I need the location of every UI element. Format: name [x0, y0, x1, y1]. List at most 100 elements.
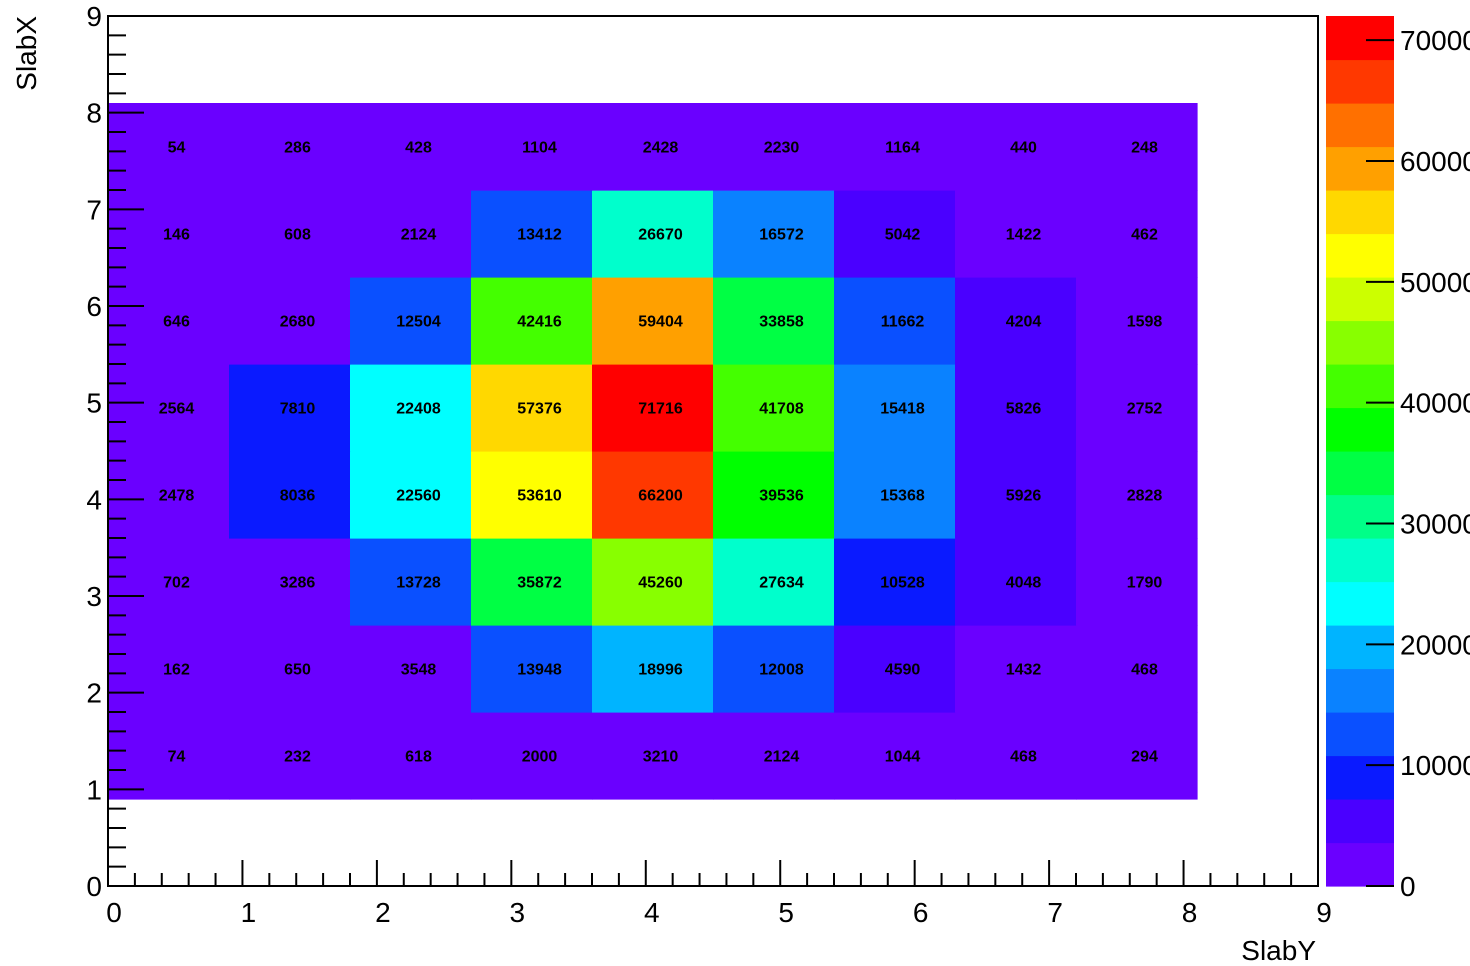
colorbar-tick-label: 10000	[1400, 750, 1470, 781]
heatmap-cell-value: 2478	[159, 488, 195, 505]
heatmap-cell-value: 35872	[517, 575, 562, 592]
heatmap-cell-value: 5042	[885, 227, 921, 244]
heatmap-cell	[229, 712, 351, 800]
heatmap-cell-value: 2000	[522, 749, 558, 766]
heatmap-cell	[471, 364, 593, 452]
heatmap-cell	[229, 538, 351, 626]
colorbar-swatch	[1326, 494, 1394, 539]
heatmap-cell	[834, 103, 956, 191]
heatmap-cell	[108, 451, 230, 539]
colorbar-tick-label: 70000	[1400, 25, 1470, 56]
heatmap-cell	[592, 538, 714, 626]
heatmap-cell	[834, 277, 956, 365]
heatmap-cell	[955, 538, 1077, 626]
heatmap-cell	[350, 538, 472, 626]
heatmap-cell-value: 22560	[396, 488, 441, 505]
heatmap-cell	[955, 625, 1077, 713]
heatmap-cell	[471, 625, 593, 713]
colorbar-swatch	[1326, 799, 1394, 844]
heatmap-cell	[350, 451, 472, 539]
colorbar-tick-labels: 0 10000 20000 30000 40000 50000 60000 70000	[1400, 25, 1470, 902]
heatmap-cell	[229, 103, 351, 191]
heatmap-cell	[229, 190, 351, 278]
y-tick-label: 3	[86, 581, 102, 612]
heatmap-cell	[471, 103, 593, 191]
heatmap-cell	[713, 103, 835, 191]
heatmap-cell-value: 650	[284, 662, 311, 679]
colorbar-swatch	[1326, 320, 1394, 365]
x-axis-title: SlabY	[1241, 935, 1316, 966]
heatmap-cell	[955, 451, 1077, 539]
heatmap-cell-value: 702	[163, 575, 190, 592]
heatmap-cell-value: 468	[1131, 662, 1158, 679]
heatmap-cell	[713, 277, 835, 365]
heatmap-cell	[834, 538, 956, 626]
colorbar-tick-label: 60000	[1400, 146, 1470, 177]
heatmap-cell-value: 232	[284, 749, 311, 766]
heatmap-cell-value: 15418	[880, 401, 925, 418]
colorbar-swatch	[1326, 842, 1394, 887]
x-tick-label: 2	[375, 897, 391, 928]
heatmap-cell-value: 1422	[1006, 227, 1042, 244]
colorbar	[1326, 16, 1394, 887]
heatmap-cell	[350, 277, 472, 365]
y-tick-label: 7	[86, 194, 102, 225]
heatmap-cell	[955, 190, 1077, 278]
heatmap-cell	[713, 712, 835, 800]
heatmap-cell	[1076, 190, 1198, 278]
heatmap-cell-value: 468	[1010, 749, 1037, 766]
heatmap-cell-value: 618	[405, 749, 432, 766]
heatmap-cell-value: 42416	[517, 314, 562, 331]
heatmap-cell-value: 3548	[401, 662, 437, 679]
colorbar-swatch	[1326, 233, 1394, 278]
heatmap-cell	[955, 364, 1077, 452]
heatmap-cell	[834, 712, 956, 800]
y-tick-label: 5	[86, 388, 102, 419]
heatmap-cell	[350, 625, 472, 713]
x-tick-label: 1	[241, 897, 257, 928]
y-tick-label: 9	[86, 1, 102, 32]
heatmap-cell-value: 13948	[517, 662, 562, 679]
heatmap-cell	[955, 712, 1077, 800]
heatmap-cell	[592, 712, 714, 800]
heatmap-cell-value: 59404	[638, 314, 683, 331]
x-axis-ticks	[107, 860, 1319, 886]
heatmap-cell-value: 16572	[759, 227, 804, 244]
y-axis-title: SlabX	[11, 16, 42, 91]
heatmap-cell	[713, 451, 835, 539]
colorbar-swatch	[1326, 407, 1394, 452]
x-tick-label: 4	[644, 897, 660, 928]
colorbar-swatch	[1326, 146, 1394, 191]
heatmap-cell-value: 286	[284, 140, 311, 157]
heatmap-cell	[955, 277, 1077, 365]
heatmap-cell-value: 248	[1131, 140, 1158, 157]
heatmap-cell-value: 13412	[517, 227, 562, 244]
heatmap-cell	[592, 364, 714, 452]
colorbar-swatch	[1326, 59, 1394, 104]
heatmap-cell	[471, 190, 593, 278]
heatmap-cell	[108, 190, 230, 278]
heatmap-cell-value: 2124	[764, 749, 800, 766]
heatmap-cell-value: 22408	[396, 401, 441, 418]
colorbar-swatch	[1326, 625, 1394, 670]
heatmap-cell-value: 428	[405, 140, 432, 157]
heatmap-cell	[108, 712, 230, 800]
x-axis-tick-labels: 0 1 2 3 4 5 6 7 8 9	[106, 897, 1332, 928]
heatmap-cell-value: 646	[163, 314, 190, 331]
heatmap-cell-value: 54	[168, 140, 186, 157]
heatmap-cell-value: 2124	[401, 227, 437, 244]
heatmap-cell-value: 12504	[396, 314, 441, 331]
heatmap-cell	[350, 103, 472, 191]
heatmap-cell	[713, 364, 835, 452]
y-tick-label: 6	[86, 291, 102, 322]
heatmap-cell-value: 15368	[880, 488, 925, 505]
x-tick-label: 7	[1047, 897, 1063, 928]
x-tick-label: 9	[1316, 897, 1332, 928]
colorbar-tick-label: 50000	[1400, 267, 1470, 298]
heatmap-cell	[592, 190, 714, 278]
heatmap-cell-value: 4204	[1006, 314, 1042, 331]
colorbar-tick-label: 0	[1400, 871, 1416, 902]
heatmap-cell-value: 4048	[1006, 575, 1042, 592]
heatmap-cell-labels: 74 232 618 2000 3210 2124 1044 468 294 162 650 3548…	[159, 140, 1163, 766]
